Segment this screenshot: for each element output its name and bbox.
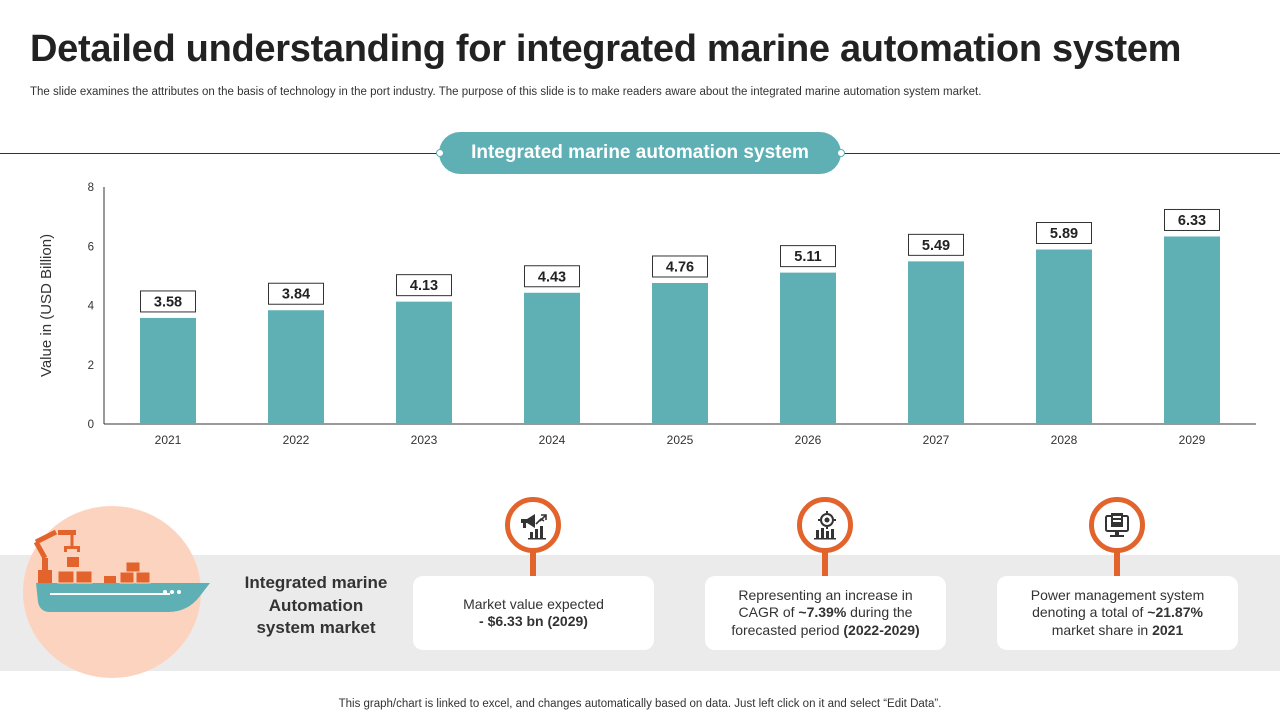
bar — [780, 272, 836, 424]
data-label-box — [140, 290, 196, 313]
data-label: 5.89 — [1050, 226, 1078, 242]
card-2-text: Representing an increase in CAGR of — [738, 586, 913, 621]
bar — [1036, 249, 1092, 424]
gear-money-chart-icon — [814, 511, 836, 540]
cargo-ship-icon — [33, 529, 210, 612]
pill-left-dot — [436, 149, 444, 157]
card-2-connector — [822, 550, 828, 576]
y-tick-label: 0 — [88, 419, 94, 431]
page-title: Detailed understanding for integrated ma… — [30, 28, 1182, 70]
data-label-box — [1164, 208, 1220, 231]
x-tick-label: 2029 — [1179, 433, 1206, 447]
data-label-box — [1036, 222, 1092, 245]
data-label: 3.84 — [282, 287, 310, 303]
summary-card-market-value: Market value expected - $6.33 bn (2029) — [413, 576, 654, 650]
x-tick-label: 2021 — [155, 433, 182, 447]
page-subtitle: The slide examines the attributes on the… — [30, 86, 982, 98]
data-label: 5.11 — [794, 249, 821, 265]
card-3-text: Power management system denoting a total… — [1030, 586, 1205, 621]
data-label-box — [780, 245, 836, 268]
card-3-icon-circle — [1089, 497, 1145, 553]
chart-title-pill: Integrated marine automation system — [439, 132, 841, 174]
footer-note: This graph/chart is linked to excel, and… — [338, 698, 942, 710]
data-label: 4.76 — [666, 259, 694, 275]
card-3-text-mid: market share in — [1051, 621, 1153, 638]
data-label: 4.43 — [538, 269, 566, 285]
market-label: Integrated marine Automation system mark… — [232, 572, 400, 640]
y-tick-label: 6 — [88, 241, 94, 253]
market-label-line-1: Integrated marine — [244, 573, 388, 592]
card-1-icon-circle — [505, 497, 561, 553]
market-label-line-2: Automation — [268, 595, 364, 615]
bar — [652, 282, 708, 424]
data-label: 5.49 — [922, 238, 950, 254]
y-tick-label: 4 — [88, 301, 95, 313]
x-tick-label: 2024 — [539, 433, 566, 447]
bar-chart[interactable]: Value in (USD Billion) 0 2 4 6 8 3.58 2021 3.84 2… — [0, 175, 1280, 465]
bar — [524, 292, 580, 424]
y-axis-label: Value in (USD Billion) — [38, 234, 55, 377]
bar — [908, 261, 964, 424]
x-tick-label: 2027 — [923, 433, 950, 447]
card-2-bold: ~7.39% — [798, 604, 847, 621]
card-3-bold: ~21.87% — [1147, 604, 1203, 621]
card-3-bold-2: 2021 — [1152, 621, 1184, 638]
power-management-icon — [1105, 513, 1129, 537]
summary-card-cagr: Representing an increase in CAGR of ~7.3… — [705, 576, 946, 650]
pill-right-dot — [837, 149, 845, 157]
card-2-icon-circle — [797, 497, 853, 553]
x-tick-label: 2025 — [667, 433, 694, 447]
bar — [1164, 236, 1220, 424]
card-1-text: Market value expected — [463, 595, 604, 612]
data-label: 3.58 — [154, 294, 182, 310]
y-tick-label: 8 — [88, 182, 94, 194]
card-1-connector — [530, 550, 536, 576]
x-tick-label: 2023 — [411, 433, 438, 447]
data-label-box — [524, 265, 580, 288]
data-label: 6.33 — [1178, 213, 1206, 229]
x-tick-label: 2022 — [283, 433, 310, 447]
bar — [396, 301, 452, 424]
summary-card-power-management: Power management system denoting a total… — [997, 576, 1238, 650]
x-tick-label: 2028 — [1051, 433, 1078, 447]
card-3-connector — [1114, 550, 1120, 576]
data-label-box — [908, 233, 964, 256]
data-label: 4.13 — [410, 278, 438, 294]
card-2-text-mid: during the forecasted period — [731, 604, 913, 638]
data-label-box — [396, 274, 452, 297]
card-2-bold-2: (2022-2029) — [843, 621, 920, 638]
market-label-line-3: system market — [256, 618, 376, 637]
bar — [268, 310, 324, 424]
megaphone-growth-icon — [521, 514, 547, 540]
data-label-box — [268, 282, 324, 305]
card-1-bold: - $6.33 bn (2029) — [479, 613, 588, 629]
data-label-box — [652, 255, 708, 278]
y-tick-label: 2 — [88, 360, 94, 372]
x-tick-label: 2026 — [795, 433, 822, 447]
bar — [140, 317, 196, 424]
